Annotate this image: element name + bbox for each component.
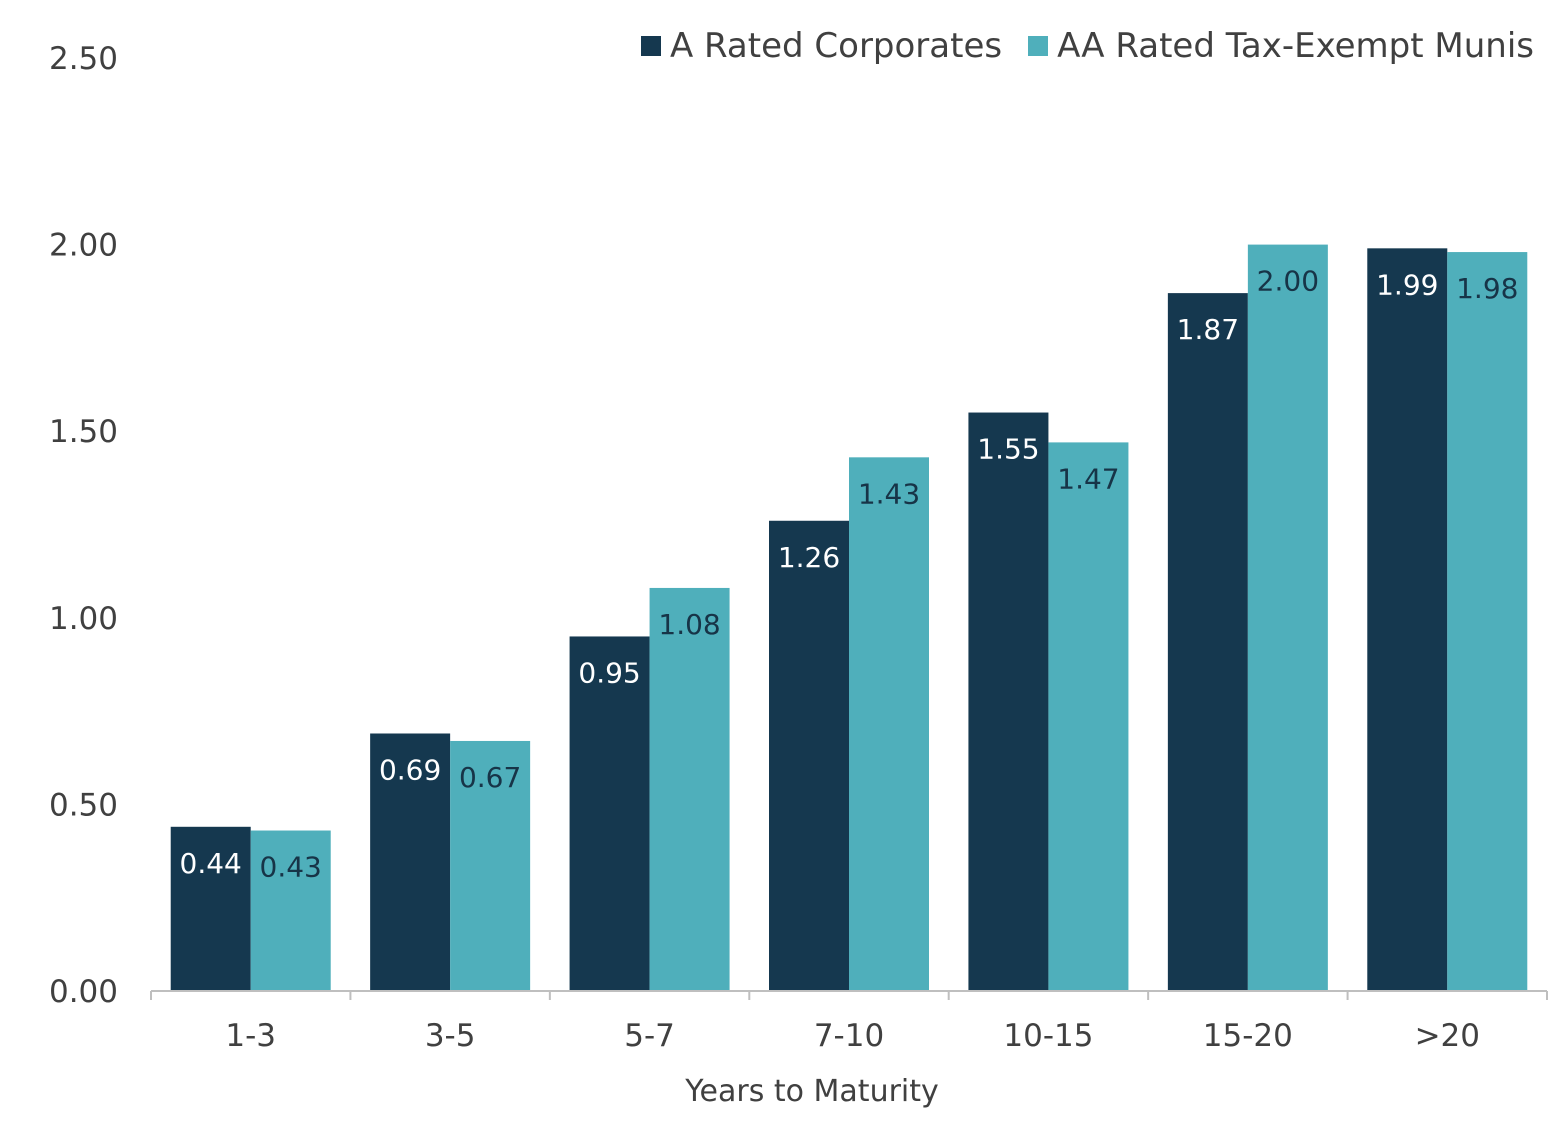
bar-munis-6 (1447, 252, 1528, 992)
x-tick-label-1: 3-5 (425, 1018, 476, 1054)
bar-corporates-3 (769, 520, 849, 991)
bar-corporates-5 (1167, 293, 1248, 992)
y-tick-label-5: 2.50 (49, 41, 118, 77)
data-label-corporates-4: 1.55 (977, 433, 1039, 466)
data-label-corporates-6: 1.99 (1376, 268, 1438, 301)
data-label-corporates-5: 1.87 (1177, 313, 1239, 346)
bar-munis-4 (1048, 442, 1129, 991)
y-tick-label-0: 0.00 (49, 974, 118, 1010)
data-label-corporates-2: 0.95 (578, 656, 640, 689)
bar-corporates-1 (370, 733, 451, 991)
bar-munis-3 (849, 457, 929, 992)
x-tick-label-5: 15-20 (1203, 1018, 1293, 1054)
data-label-corporates-3: 1.26 (778, 541, 840, 574)
data-label-munis-1: 0.67 (459, 761, 521, 794)
legend-label-corporates: A Rated Corporates (669, 26, 1003, 66)
chart-legend: A Rated Corporates AA Rated Tax-Exempt M… (615, 26, 1534, 66)
data-label-munis-0: 0.43 (260, 851, 322, 884)
data-label-corporates-1: 0.69 (379, 753, 441, 786)
bar-munis-5 (1247, 244, 1328, 992)
y-tick-label-1: 0.50 (49, 787, 118, 823)
bars-layer (170, 244, 1528, 992)
x-tick-label-2: 5-7 (624, 1018, 675, 1054)
data-label-corporates-0: 0.44 (180, 847, 242, 880)
bar-corporates-4 (968, 412, 1049, 991)
bar-munis-1 (450, 740, 531, 991)
y-tick-label-4: 2.00 (49, 228, 118, 264)
x-tick-label-0: 1-3 (225, 1018, 276, 1054)
legend-label-munis: AA Rated Tax-Exempt Munis (1057, 26, 1534, 66)
data-label-munis-5: 2.00 (1257, 265, 1319, 298)
x-tick-label-3: 7-10 (814, 1018, 884, 1054)
bar-corporates-6 (1367, 248, 1448, 991)
legend-item-aa-rated-munis: AA Rated Tax-Exempt Munis (1028, 26, 1534, 66)
bar-munis-2 (649, 587, 730, 991)
data-labels-layer: 0.44 0.43 0.69 0.67 0.95 1.08 1.26 1.43 1.55 1.47… (180, 265, 1519, 884)
x-tick-label-6: >20 (1415, 1018, 1480, 1054)
legend-item-a-rated-corporates: A Rated Corporates (640, 26, 1003, 66)
legend-swatch-corporates (640, 36, 661, 56)
data-label-munis-4: 1.47 (1057, 462, 1119, 495)
y-tick-label-3: 1.50 (49, 414, 118, 450)
x-tick-label-4: 10-15 (1003, 1018, 1093, 1054)
bar-munis-0 (250, 830, 331, 991)
x-axis-title: Years to Maturity (684, 1074, 939, 1109)
legend-swatch-munis (1028, 36, 1049, 56)
data-label-munis-6: 1.98 (1456, 272, 1518, 305)
y-tick-label-2: 1.00 (49, 601, 118, 637)
bar-corporates-0 (170, 826, 251, 991)
data-label-munis-3: 1.43 (858, 477, 920, 510)
bar-corporates-2 (569, 636, 650, 991)
axes-layer: 1-3 3-5 5-7 7-10 10-15 15-20 >20 0.00 0.50 1.00 1.… (49, 41, 1548, 1054)
data-label-munis-2: 1.08 (658, 608, 720, 641)
